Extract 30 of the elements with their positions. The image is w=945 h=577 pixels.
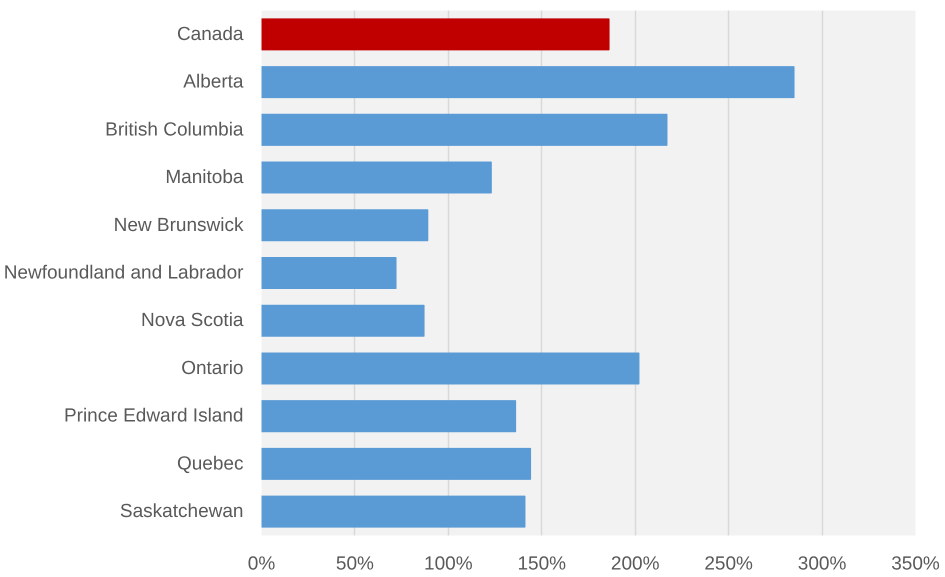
y-tick-label: British Columbia xyxy=(105,119,244,140)
bar xyxy=(262,496,526,528)
y-tick-label: Ontario xyxy=(181,358,244,379)
bar xyxy=(262,352,640,384)
x-tick-label: 200% xyxy=(610,554,660,574)
x-tick-label: 0% xyxy=(248,554,276,574)
bar xyxy=(262,162,492,194)
y-tick-label: Newfoundland and Labrador xyxy=(4,262,244,284)
bar xyxy=(262,448,532,480)
bar xyxy=(262,256,397,290)
y-tick-label: New Brunswick xyxy=(114,214,244,236)
y-tick-label: Canada xyxy=(176,24,244,45)
x-tick-label: 50% xyxy=(336,554,374,574)
bar xyxy=(262,400,516,432)
x-tick-label: 150% xyxy=(517,554,566,574)
y-tick-label: Quebec xyxy=(176,453,244,474)
y-tick-label: Saskatchewan xyxy=(120,501,244,522)
x-tick-label: 250% xyxy=(704,554,754,574)
y-tick-label: Prince Edward Island xyxy=(64,406,244,427)
bar xyxy=(262,66,795,98)
x-tick-label: 100% xyxy=(424,554,473,574)
y-tick-label: Nova Scotia xyxy=(141,310,244,332)
y-tick-label: Manitoba xyxy=(165,167,244,188)
x-tick-label: 350% xyxy=(891,554,940,574)
bar xyxy=(262,18,610,50)
y-tick-label: Alberta xyxy=(183,72,244,93)
bar xyxy=(262,209,428,242)
bar xyxy=(262,114,668,146)
x-tick-label: 300% xyxy=(798,554,846,574)
bar xyxy=(262,304,425,337)
